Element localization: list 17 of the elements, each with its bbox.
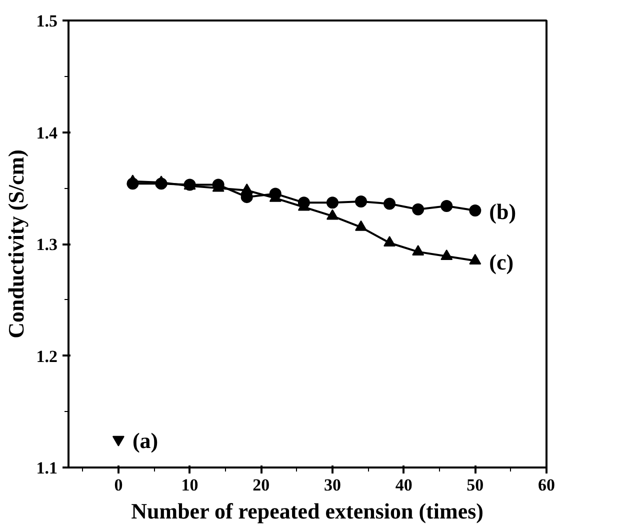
y-tick-label: 1.5 [36, 12, 58, 30]
x-axis-title: Number of repeated extension (times) [131, 498, 484, 524]
x-tick-label: 20 [252, 476, 270, 494]
series-label: (c) [489, 249, 514, 274]
series-label: (a) [132, 428, 158, 454]
x-tick-label: 40 [395, 476, 412, 494]
y-tick-label: 1.1 [36, 458, 58, 478]
y-axis-title: Conductivity (S/cm) [3, 150, 28, 338]
series-label: (b) [489, 198, 516, 224]
x-tick-label: 30 [324, 476, 341, 494]
x-tick-label: 0 [114, 476, 123, 494]
x-tick-label: 60 [538, 476, 555, 494]
x-tick-label: 10 [181, 476, 198, 494]
y-tick-label: 1.2 [36, 346, 58, 366]
y-tick-label: 1.3 [36, 235, 58, 254]
y-tick-label: 1.4 [36, 123, 58, 142]
x-tick-label: 50 [466, 476, 484, 494]
